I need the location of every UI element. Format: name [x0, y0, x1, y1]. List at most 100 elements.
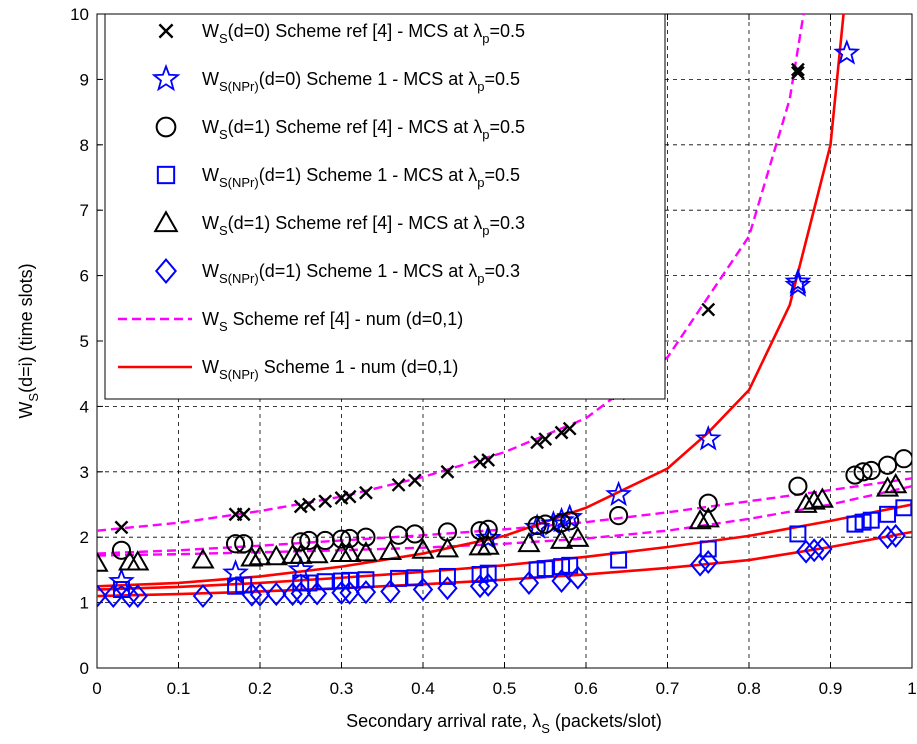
triangle-marker: [264, 544, 288, 566]
triangle-marker: [884, 472, 908, 494]
circle-marker: [788, 476, 808, 496]
triangle-marker: [354, 540, 378, 562]
triangle-marker: [240, 546, 264, 567]
star-marker: [605, 480, 633, 507]
dashed-series-line: [97, 14, 805, 532]
legend-label: WS(NPr)(d=0) Scheme 1 - MCS at λp=0.5: [202, 69, 520, 94]
x-marker: [236, 507, 251, 522]
square-marker: [357, 571, 375, 589]
x-tick-label: 0.5: [493, 679, 517, 698]
x-marker: [302, 497, 316, 512]
square-marker: [316, 573, 334, 591]
x-marker: [318, 494, 333, 509]
square-marker: [341, 571, 359, 589]
diamond-marker: [127, 584, 148, 609]
x-marker: [342, 489, 357, 504]
solid-series-line: [97, 503, 912, 591]
square-marker: [789, 525, 807, 543]
circle-marker: [609, 506, 629, 526]
dashed-series-line: [97, 485, 912, 557]
square-marker: [879, 505, 897, 523]
y-tick-label: 6: [80, 267, 89, 286]
y-tick-label: 7: [80, 201, 89, 220]
diamond-marker: [103, 584, 124, 609]
diamond-marker: [290, 581, 311, 606]
star-marker: [833, 39, 861, 65]
x-marker: [481, 453, 496, 467]
legend-label: WS(d=1) Scheme ref [4] - MCS at λp=0.5: [202, 117, 525, 142]
x-marker: [391, 477, 406, 492]
x-tick-label: 0.7: [656, 679, 680, 698]
circle-marker: [331, 529, 352, 549]
triangle-marker: [153, 210, 179, 233]
triangle-marker: [549, 528, 574, 549]
square-marker: [561, 556, 579, 574]
legend-label: WS(d=0) Scheme ref [4] - MCS at λp=0.5: [202, 21, 525, 46]
circle-marker: [470, 521, 490, 541]
diamond-marker: [306, 581, 328, 606]
diamond-marker: [192, 584, 214, 609]
diamond-marker: [698, 550, 719, 575]
x-marker: [791, 65, 805, 80]
triangle-marker: [696, 506, 720, 528]
triangle-marker: [338, 541, 362, 562]
diamond-marker: [97, 584, 108, 609]
x-tick-label: 0.1: [167, 679, 191, 698]
x-marker: [293, 499, 308, 514]
x-marker: [158, 23, 174, 39]
x-tick-label: 0.3: [330, 679, 354, 698]
circle-marker: [155, 116, 177, 138]
diamond-marker: [154, 258, 178, 284]
x-marker: [791, 62, 805, 77]
circle-marker: [225, 534, 246, 554]
y-tick-label: 0: [80, 659, 89, 678]
star-marker: [694, 424, 722, 451]
x-marker: [538, 432, 553, 446]
triangle-marker: [875, 476, 900, 497]
diamond-marker: [355, 580, 377, 605]
axis-ticks: 0 0.1 0.2 0.3 0.4 0.5 0.6 0.7 0.8 0.9 101234567891…: [70, 5, 917, 698]
circle-marker: [234, 534, 254, 554]
triangle-marker: [435, 537, 460, 558]
circle-marker: [111, 540, 132, 560]
legend-box: [104, 13, 666, 400]
triangle-marker: [305, 542, 329, 564]
triangle-marker: [794, 492, 818, 513]
circle-marker: [877, 455, 898, 475]
star-marker: [151, 63, 181, 92]
x-marker: [473, 455, 487, 469]
star-marker: [108, 567, 135, 594]
circle-marker: [853, 462, 873, 482]
diamond-marker: [266, 582, 287, 607]
triangle-marker: [688, 508, 712, 530]
square-marker: [438, 567, 456, 585]
y-tick-label: 1: [80, 594, 89, 613]
x-tick-label: 0.9: [819, 679, 843, 698]
square-marker: [156, 165, 176, 185]
circle-marker: [527, 515, 547, 536]
triangle-marker: [517, 531, 541, 553]
legend-label: WS Scheme ref [4] - num (d=0,1): [202, 309, 463, 334]
triangle-marker: [289, 543, 313, 564]
diamond-marker: [331, 580, 352, 605]
x-tick-label: 0.8: [737, 679, 761, 698]
diamond-marker: [518, 570, 540, 595]
diamond-marker: [469, 574, 491, 599]
circle-marker: [356, 527, 376, 547]
series-lines: [97, 14, 912, 598]
diamond-marker: [812, 536, 833, 561]
diamond-marker: [689, 552, 711, 577]
diamond-marker: [339, 580, 360, 605]
triangle-marker: [566, 526, 590, 547]
diamond-marker: [804, 538, 825, 563]
triangle-marker: [411, 538, 435, 559]
diamond-marker: [249, 582, 271, 607]
x-tick-label: 0.4: [411, 679, 435, 698]
legend-label: WS(NPr)(d=1) Scheme 1 - MCS at λp=0.5: [202, 165, 520, 190]
circle-marker: [698, 493, 718, 513]
y-tick-label: 2: [80, 528, 89, 547]
x-marker: [554, 425, 569, 440]
triangle-marker: [810, 487, 834, 508]
series-markers: [97, 39, 912, 609]
